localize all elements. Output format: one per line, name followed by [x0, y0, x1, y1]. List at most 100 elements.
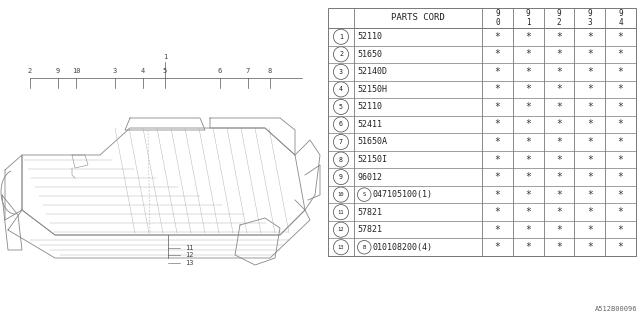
Text: *: *	[495, 102, 500, 112]
Text: 3: 3	[113, 68, 117, 74]
Text: *: *	[556, 119, 562, 130]
Text: 3: 3	[588, 18, 592, 27]
Text: 047105100(1): 047105100(1)	[372, 190, 433, 199]
Text: *: *	[495, 49, 500, 59]
Text: 12: 12	[185, 252, 193, 258]
Text: 9: 9	[588, 9, 592, 18]
Text: 010108200(4): 010108200(4)	[372, 243, 433, 252]
Text: 52110: 52110	[357, 32, 382, 41]
Text: 4: 4	[141, 68, 145, 74]
Text: A512B00096: A512B00096	[595, 306, 637, 312]
Text: *: *	[587, 32, 593, 42]
Text: *: *	[618, 190, 623, 200]
Text: *: *	[495, 172, 500, 182]
Text: 13: 13	[338, 245, 344, 250]
Text: *: *	[618, 137, 623, 147]
Text: *: *	[556, 84, 562, 94]
Text: *: *	[587, 207, 593, 217]
Text: *: *	[525, 32, 531, 42]
Text: *: *	[525, 67, 531, 77]
Text: *: *	[495, 242, 500, 252]
Text: 13: 13	[185, 260, 193, 266]
Text: *: *	[525, 49, 531, 59]
Text: 57821: 57821	[357, 208, 382, 217]
Text: *: *	[556, 155, 562, 164]
Text: *: *	[525, 172, 531, 182]
Text: *: *	[618, 119, 623, 130]
Text: 3: 3	[339, 69, 343, 75]
Text: *: *	[525, 242, 531, 252]
Text: 10: 10	[338, 192, 344, 197]
Text: 2: 2	[557, 18, 561, 27]
Text: *: *	[618, 32, 623, 42]
Text: 6: 6	[218, 68, 222, 74]
Text: *: *	[495, 225, 500, 235]
Text: B: B	[363, 245, 366, 250]
Text: 9: 9	[557, 9, 561, 18]
Text: *: *	[556, 49, 562, 59]
Text: 12: 12	[338, 227, 344, 232]
Text: *: *	[556, 172, 562, 182]
Text: *: *	[525, 119, 531, 130]
Text: *: *	[556, 102, 562, 112]
Text: 2: 2	[28, 68, 32, 74]
Text: *: *	[587, 172, 593, 182]
Text: 52411: 52411	[357, 120, 382, 129]
Text: *: *	[618, 49, 623, 59]
Text: S: S	[363, 192, 366, 197]
Text: 5: 5	[163, 68, 167, 74]
Text: *: *	[556, 190, 562, 200]
Text: *: *	[556, 225, 562, 235]
Text: 51650: 51650	[357, 50, 382, 59]
Text: *: *	[587, 84, 593, 94]
Text: *: *	[495, 32, 500, 42]
Text: *: *	[556, 32, 562, 42]
Text: *: *	[587, 225, 593, 235]
Text: 5: 5	[339, 104, 343, 110]
Text: 1: 1	[526, 18, 531, 27]
Text: 7: 7	[246, 68, 250, 74]
Text: 4: 4	[339, 86, 343, 92]
Bar	[328, 8, 636, 256]
Text: 6: 6	[339, 122, 343, 127]
Text: PARTS CORD: PARTS CORD	[391, 13, 445, 22]
Text: *: *	[618, 102, 623, 112]
Text: *: *	[556, 137, 562, 147]
Text: *: *	[556, 207, 562, 217]
Text: *: *	[495, 84, 500, 94]
Text: 9: 9	[495, 9, 500, 18]
Text: *: *	[618, 207, 623, 217]
Text: 8: 8	[268, 68, 272, 74]
Text: 9: 9	[339, 174, 343, 180]
Text: *: *	[556, 67, 562, 77]
Text: *: *	[495, 67, 500, 77]
Text: 10: 10	[72, 68, 80, 74]
Text: 1: 1	[339, 34, 343, 40]
Text: 1: 1	[163, 54, 167, 60]
Text: *: *	[618, 225, 623, 235]
Text: 52150H: 52150H	[357, 85, 387, 94]
Text: 52150I: 52150I	[357, 155, 387, 164]
Text: 51650A: 51650A	[357, 138, 387, 147]
Text: *: *	[587, 137, 593, 147]
Text: *: *	[525, 84, 531, 94]
Text: 4: 4	[618, 18, 623, 27]
Text: 0: 0	[495, 18, 500, 27]
Text: 7: 7	[339, 139, 343, 145]
Text: *: *	[525, 207, 531, 217]
Text: *: *	[495, 119, 500, 130]
Text: 9: 9	[56, 68, 60, 74]
Text: *: *	[587, 190, 593, 200]
Text: 9: 9	[526, 9, 531, 18]
Text: 11: 11	[185, 245, 193, 251]
Text: *: *	[495, 207, 500, 217]
Text: 11: 11	[338, 210, 344, 215]
Text: *: *	[525, 102, 531, 112]
Text: *: *	[618, 172, 623, 182]
Text: 8: 8	[339, 156, 343, 163]
Text: *: *	[525, 225, 531, 235]
Text: 57821: 57821	[357, 225, 382, 234]
Text: *: *	[587, 119, 593, 130]
Text: *: *	[587, 102, 593, 112]
Text: 52140D: 52140D	[357, 67, 387, 76]
